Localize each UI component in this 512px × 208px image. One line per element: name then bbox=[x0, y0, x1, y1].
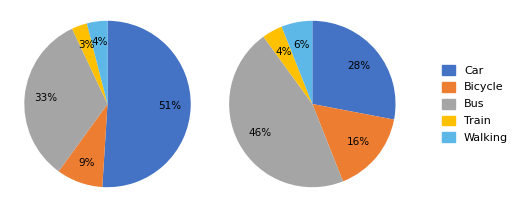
Text: 16%: 16% bbox=[347, 137, 370, 147]
Wedge shape bbox=[312, 21, 395, 120]
Text: 46%: 46% bbox=[248, 128, 271, 138]
Text: 51%: 51% bbox=[158, 101, 181, 111]
Text: 3%: 3% bbox=[78, 40, 95, 50]
Text: 28%: 28% bbox=[347, 61, 370, 71]
Wedge shape bbox=[102, 21, 190, 187]
Text: 33%: 33% bbox=[34, 93, 57, 103]
Legend: Car, Bicycle, Bus, Train, Walking: Car, Bicycle, Bus, Train, Walking bbox=[439, 62, 511, 146]
Wedge shape bbox=[282, 21, 312, 104]
Wedge shape bbox=[25, 29, 108, 171]
Wedge shape bbox=[87, 21, 108, 104]
Wedge shape bbox=[72, 24, 108, 104]
Wedge shape bbox=[229, 37, 343, 187]
Text: 9%: 9% bbox=[78, 158, 95, 168]
Wedge shape bbox=[263, 27, 312, 104]
Text: 6%: 6% bbox=[293, 40, 309, 50]
Wedge shape bbox=[312, 104, 394, 181]
Wedge shape bbox=[58, 104, 108, 187]
Text: 4%: 4% bbox=[92, 37, 108, 47]
Text: 4%: 4% bbox=[275, 47, 292, 57]
